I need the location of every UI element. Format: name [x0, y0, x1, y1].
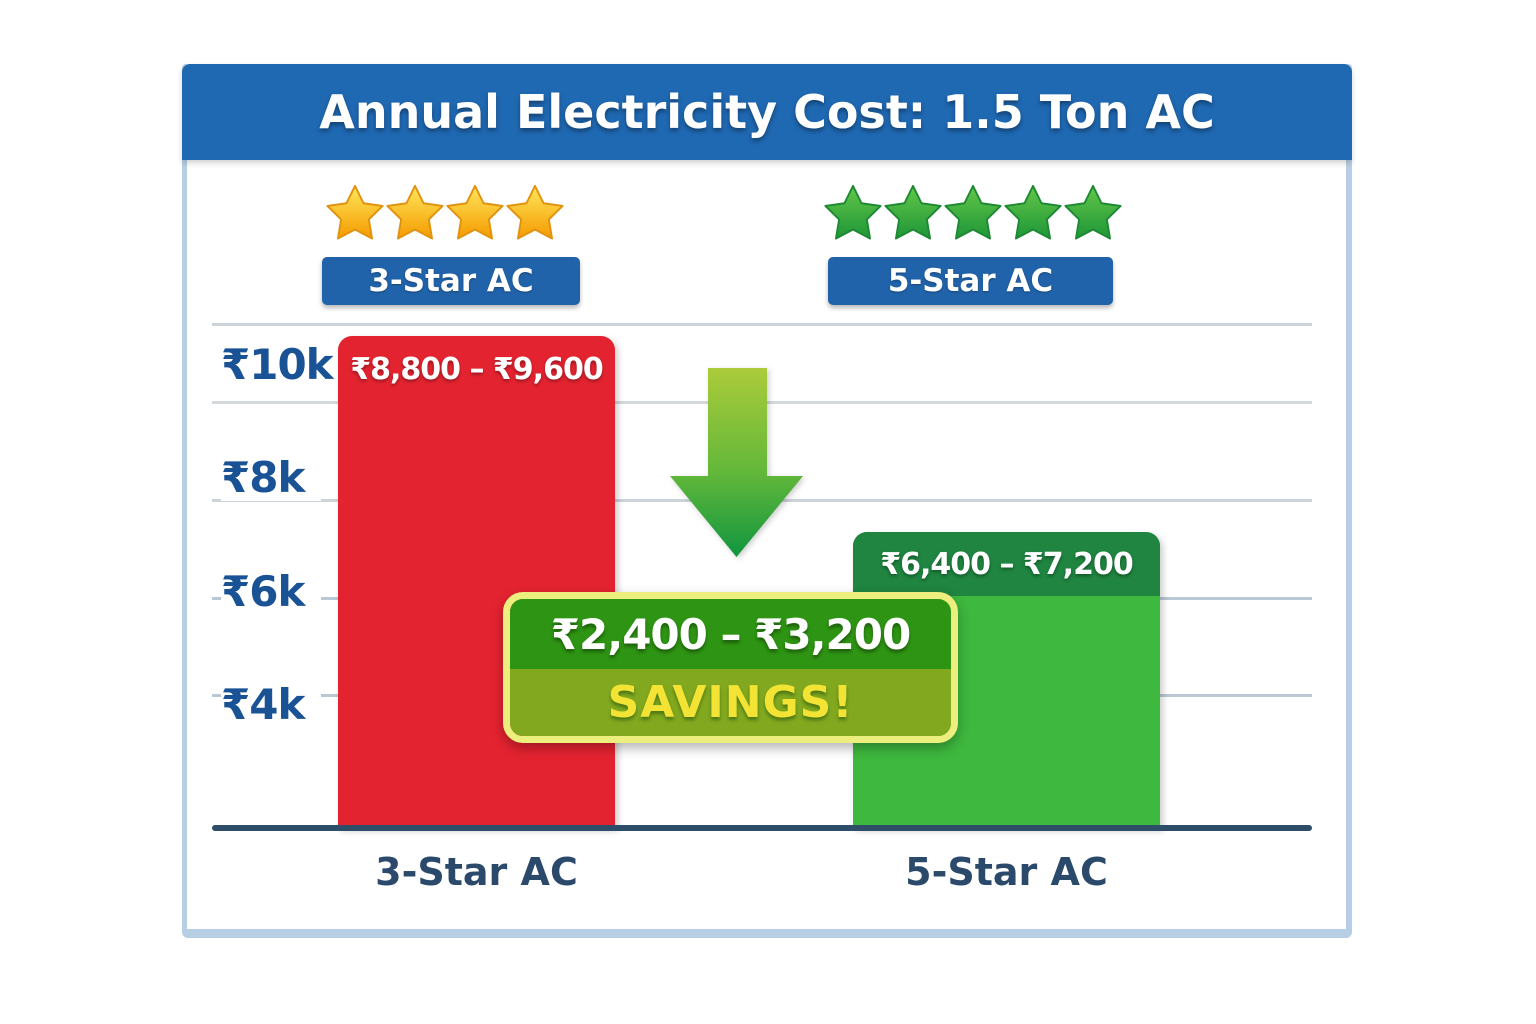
bar-3star-cost: ₹8,800 – ₹9,600 [338, 336, 615, 828]
x-label-5star: 5-Star AC [905, 850, 1108, 894]
x-label-3star: 3-Star AC [375, 850, 578, 894]
star-rating-5star [823, 182, 1123, 246]
title-bar: Annual Electricity Cost: 1.5 Ton AC [182, 64, 1352, 160]
yellow-star-icon [326, 184, 384, 240]
down-arrow-icon [670, 368, 803, 557]
bar-5star-range-label: ₹6,400 – ₹7,200 [853, 532, 1160, 596]
y-tick-6k: ₹6k [221, 569, 321, 615]
y-tick-10k: ₹10k [221, 340, 334, 389]
badge-5star-ac: 5-Star AC [828, 257, 1113, 305]
green-star-icon [884, 184, 942, 240]
badge-3star-label: 3-Star AC [368, 263, 534, 299]
yellow-star-icon [446, 184, 504, 240]
savings-callout: ₹2,400 – ₹3,200 SAVINGS! [503, 592, 958, 743]
page-title: Annual Electricity Cost: 1.5 Ton AC [319, 85, 1215, 139]
badge-5star-label: 5-Star AC [887, 263, 1054, 299]
green-star-icon [1004, 184, 1062, 240]
green-star-icon [824, 184, 882, 240]
gridline [212, 323, 1312, 326]
yellow-star-icon [506, 184, 564, 240]
x-axis-line [212, 825, 1312, 831]
green-star-icon [1064, 184, 1122, 240]
green-star-icon [944, 184, 1002, 240]
savings-range-label: ₹2,400 – ₹3,200 [510, 599, 951, 670]
star-rating-3star [325, 182, 565, 246]
savings-caption: SAVINGS! [510, 669, 951, 736]
chart-card: Annual Electricity Cost: 1.5 Ton AC 3-St… [182, 64, 1352, 938]
y-tick-8k: ₹8k [221, 455, 321, 501]
bar-3star-range-label: ₹8,800 – ₹9,600 [350, 352, 603, 387]
badge-3star-ac: 3-Star AC [322, 257, 580, 305]
y-tick-4k: ₹4k [221, 682, 321, 728]
yellow-star-icon [386, 184, 444, 240]
bar-5star-cost: ₹6,400 – ₹7,200 [853, 532, 1160, 828]
